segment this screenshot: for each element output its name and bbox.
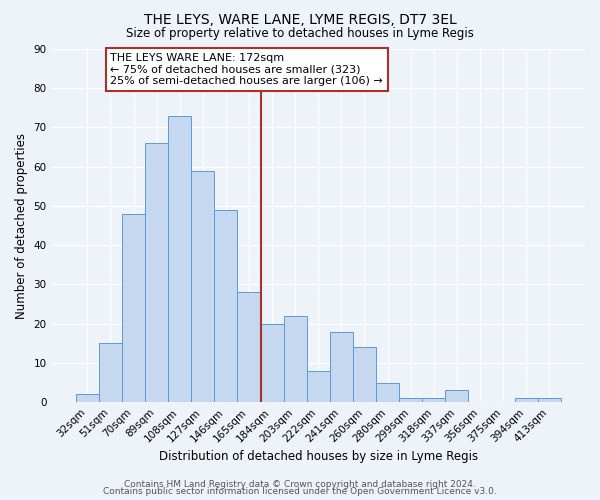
Text: Contains public sector information licensed under the Open Government Licence v3: Contains public sector information licen… — [103, 487, 497, 496]
Bar — [399, 398, 422, 402]
Bar — [445, 390, 469, 402]
Text: Size of property relative to detached houses in Lyme Regis: Size of property relative to detached ho… — [126, 28, 474, 40]
Bar — [422, 398, 445, 402]
Bar — [122, 214, 145, 402]
Bar — [538, 398, 561, 402]
Bar — [238, 292, 260, 402]
Bar — [168, 116, 191, 402]
X-axis label: Distribution of detached houses by size in Lyme Regis: Distribution of detached houses by size … — [159, 450, 478, 462]
Bar — [145, 143, 168, 402]
Y-axis label: Number of detached properties: Number of detached properties — [15, 132, 28, 318]
Bar — [376, 382, 399, 402]
Bar — [330, 332, 353, 402]
Bar — [284, 316, 307, 402]
Text: Contains HM Land Registry data © Crown copyright and database right 2024.: Contains HM Land Registry data © Crown c… — [124, 480, 476, 489]
Bar — [515, 398, 538, 402]
Bar — [307, 371, 330, 402]
Bar — [191, 170, 214, 402]
Bar — [260, 324, 284, 402]
Bar — [353, 348, 376, 402]
Bar — [76, 394, 99, 402]
Bar — [99, 344, 122, 402]
Bar — [214, 210, 238, 402]
Text: THE LEYS WARE LANE: 172sqm
← 75% of detached houses are smaller (323)
25% of sem: THE LEYS WARE LANE: 172sqm ← 75% of deta… — [110, 53, 383, 86]
Text: THE LEYS, WARE LANE, LYME REGIS, DT7 3EL: THE LEYS, WARE LANE, LYME REGIS, DT7 3EL — [143, 12, 457, 26]
